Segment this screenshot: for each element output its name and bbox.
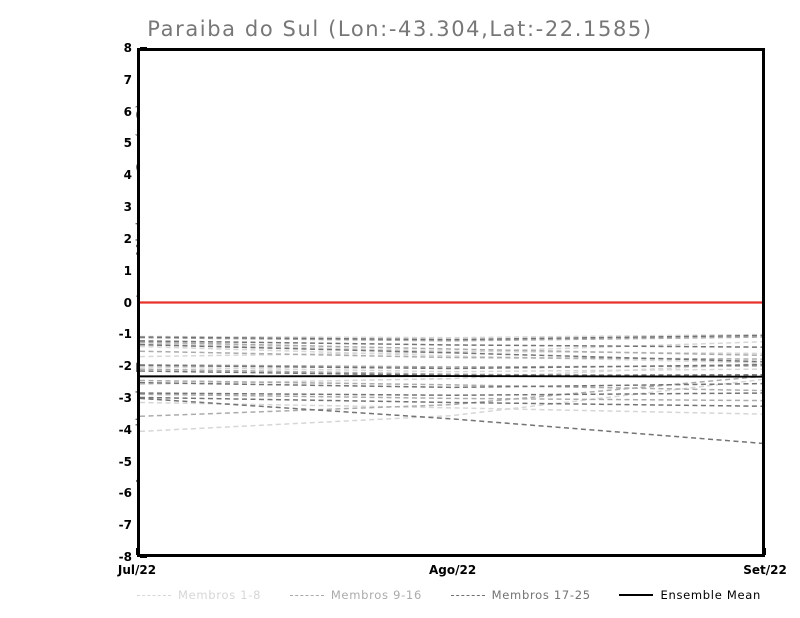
member-line (140, 398, 762, 443)
y-tick-label: 4 (123, 168, 132, 183)
y-tick-label: -3 (118, 390, 132, 405)
legend-line-icon (137, 594, 171, 596)
y-tick-label: -6 (118, 486, 132, 501)
x-tick-label: Ago/22 (429, 563, 477, 577)
legend-line-icon (289, 594, 324, 596)
ensemble-mean-line (140, 376, 762, 377)
member-line (140, 380, 762, 432)
y-tick-label: 1 (123, 263, 132, 278)
legend-line-icon (450, 594, 485, 596)
member-line (140, 342, 762, 357)
member-line (140, 402, 762, 414)
y-tick-label: 5 (123, 136, 132, 151)
member-line (140, 371, 762, 375)
member-line (140, 383, 762, 388)
x-tick-label: Set/22 (743, 563, 787, 577)
member-line (140, 347, 762, 363)
legend-item-label: Ensemble Mean (660, 588, 761, 602)
x-tick-mark (764, 548, 766, 555)
legend-item[interactable]: Membros 17-25 (450, 588, 591, 602)
plot-area (137, 48, 765, 557)
member-line (140, 394, 762, 400)
legend-item-label: Membros 17-25 (491, 588, 591, 602)
member-line (140, 367, 762, 372)
y-tick-label: -7 (118, 518, 132, 533)
page-title: Paraiba do Sul (Lon:-43.304,Lat:-22.1585… (147, 17, 653, 41)
legend-item[interactable]: Membros 1-8 (137, 588, 261, 602)
legend: Membros 1-8 Membros 9-16 Membros 17-25 Ense… (137, 585, 765, 605)
y-tick-mark (140, 556, 147, 558)
member-line (140, 393, 762, 395)
legend-item-label: Membros 9-16 (330, 588, 422, 602)
member-line (140, 351, 762, 359)
y-tick-label: 3 (123, 200, 132, 215)
legend-item[interactable]: Ensemble Mean (619, 588, 760, 602)
y-tick-label: -5 (118, 454, 132, 469)
y-tick-label: -8 (118, 550, 132, 564)
legend-item-label: Membros 1-8 (178, 588, 262, 602)
member-line (140, 343, 762, 353)
member-line (140, 397, 762, 406)
member-line (140, 380, 762, 390)
member-line (140, 341, 762, 347)
member-line (140, 365, 762, 369)
member-line (140, 335, 762, 338)
member-line (140, 337, 762, 341)
y-tick-label: 0 (123, 295, 132, 310)
member-line (140, 345, 762, 362)
x-tick-label: Jul/22 (117, 563, 157, 577)
ensemble-line-plot (140, 51, 762, 554)
y-tick-label: -1 (118, 327, 132, 342)
member-line (140, 369, 762, 376)
y-tick-label: 7 (123, 72, 132, 87)
member-line (140, 336, 762, 340)
legend-item[interactable]: Membros 9-16 (289, 588, 422, 602)
legend-line-icon (619, 594, 654, 596)
y-tick-label: 2 (123, 231, 132, 246)
member-line (140, 342, 762, 355)
member-line (140, 365, 762, 367)
y-tick-label: -2 (118, 359, 132, 374)
y-tick-label: 8 (123, 41, 132, 55)
y-tick-label: 6 (123, 104, 132, 119)
y-tick-label: -4 (118, 422, 132, 437)
member-line (140, 376, 762, 416)
